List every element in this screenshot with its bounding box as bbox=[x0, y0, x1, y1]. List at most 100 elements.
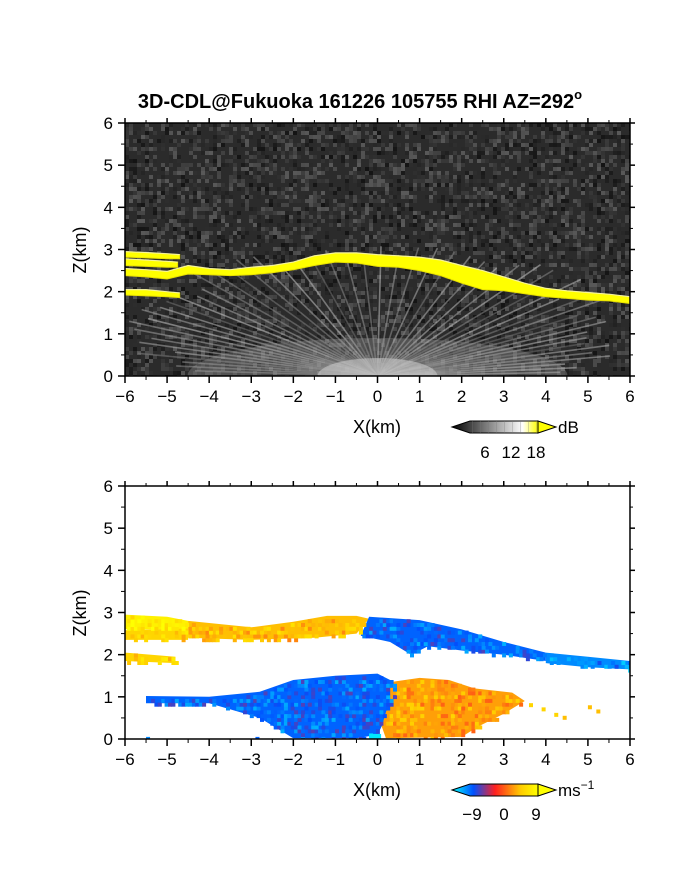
noise-cell bbox=[241, 123, 245, 127]
noise-cell bbox=[457, 167, 461, 171]
noise-cell bbox=[613, 331, 617, 335]
noise-cell bbox=[505, 323, 509, 327]
velocity-pixel bbox=[297, 717, 302, 722]
noise-cell bbox=[377, 147, 381, 151]
velocity-pixel bbox=[266, 717, 271, 722]
noise-cell bbox=[597, 247, 601, 251]
noise-cell bbox=[237, 231, 241, 235]
noise-cell bbox=[153, 147, 157, 151]
noise-cell bbox=[605, 351, 609, 355]
noise-cell bbox=[149, 287, 153, 291]
velocity-pixel bbox=[277, 702, 282, 707]
noise-cell bbox=[425, 151, 429, 155]
noise-cell bbox=[125, 327, 129, 331]
noise-cell bbox=[301, 235, 305, 239]
velocity-pixel bbox=[277, 710, 282, 715]
noise-cell bbox=[325, 279, 329, 283]
noise-cell bbox=[497, 255, 501, 259]
noise-cell bbox=[489, 307, 493, 311]
noise-cell bbox=[533, 295, 537, 299]
noise-cell bbox=[417, 211, 421, 215]
noise-cell bbox=[337, 175, 341, 179]
noise-cell bbox=[509, 271, 513, 275]
noise-cell bbox=[149, 347, 153, 351]
noise-cell bbox=[449, 259, 453, 263]
noise-cell bbox=[213, 251, 217, 255]
noise-cell bbox=[465, 315, 469, 319]
noise-cell bbox=[181, 199, 185, 203]
noise-cell bbox=[481, 371, 485, 375]
noise-cell bbox=[353, 139, 357, 143]
noise-cell bbox=[145, 131, 149, 135]
velocity-pixel bbox=[341, 736, 346, 739]
noise-cell bbox=[301, 131, 305, 135]
velocity-pixel bbox=[416, 729, 421, 734]
noise-cell bbox=[493, 327, 497, 331]
noise-cell bbox=[177, 323, 181, 327]
noise-cell bbox=[549, 299, 553, 303]
noise-cell bbox=[401, 323, 405, 327]
noise-cell bbox=[129, 123, 133, 127]
noise-cell bbox=[257, 167, 261, 171]
noise-cell bbox=[165, 319, 169, 323]
noise-cell bbox=[481, 359, 485, 363]
noise-cell bbox=[605, 219, 609, 223]
noise-cell bbox=[309, 271, 313, 275]
noise-cell bbox=[333, 331, 337, 335]
noise-cell bbox=[585, 171, 589, 175]
noise-cell bbox=[173, 331, 177, 335]
velocity-pixel bbox=[450, 733, 455, 738]
noise-cell bbox=[353, 155, 357, 159]
noise-cell bbox=[257, 303, 261, 307]
noise-cell bbox=[601, 151, 605, 155]
noise-cell bbox=[401, 123, 405, 127]
noise-cell bbox=[157, 195, 161, 199]
noise-cell bbox=[209, 127, 213, 131]
noise-cell bbox=[241, 279, 245, 283]
velocity-pixel bbox=[423, 736, 428, 739]
noise-cell bbox=[297, 291, 301, 295]
noise-cell bbox=[185, 171, 189, 175]
noise-cell bbox=[509, 127, 513, 131]
noise-cell bbox=[625, 287, 629, 291]
noise-cell bbox=[389, 179, 393, 183]
noise-cell bbox=[197, 371, 201, 375]
noise-cell bbox=[397, 203, 401, 207]
noise-cell bbox=[249, 363, 253, 367]
velocity-pixel bbox=[335, 702, 339, 707]
noise-cell bbox=[193, 199, 197, 203]
noise-cell bbox=[501, 319, 505, 323]
noise-cell bbox=[485, 319, 489, 323]
noise-cell bbox=[349, 279, 353, 283]
noise-cell bbox=[321, 239, 325, 243]
noise-cell bbox=[161, 179, 165, 183]
noise-cell bbox=[137, 163, 141, 167]
noise-cell bbox=[125, 227, 129, 231]
noise-cell bbox=[289, 323, 293, 327]
noise-cell bbox=[485, 183, 489, 187]
noise-cell bbox=[613, 259, 617, 263]
noise-cell bbox=[569, 143, 573, 147]
noise-cell bbox=[385, 151, 389, 155]
velocity-pixel bbox=[277, 714, 282, 719]
noise-cell bbox=[181, 215, 185, 219]
noise-cell bbox=[509, 215, 513, 219]
noise-cell bbox=[525, 187, 529, 191]
noise-cell bbox=[277, 231, 281, 235]
noise-cell bbox=[469, 211, 473, 215]
noise-cell bbox=[409, 275, 413, 279]
noise-cell bbox=[221, 355, 225, 359]
noise-cell bbox=[381, 207, 385, 211]
noise-cell bbox=[233, 315, 237, 319]
noise-cell bbox=[477, 159, 481, 163]
noise-cell bbox=[489, 263, 493, 267]
noise-cell bbox=[609, 227, 613, 231]
noise-cell bbox=[357, 323, 361, 327]
noise-cell bbox=[549, 239, 553, 243]
noise-cell bbox=[217, 127, 221, 131]
noise-cell bbox=[257, 255, 261, 259]
noise-cell bbox=[345, 283, 349, 287]
noise-cell bbox=[569, 331, 573, 335]
velocity-pixel bbox=[464, 721, 469, 726]
noise-cell bbox=[521, 327, 525, 331]
